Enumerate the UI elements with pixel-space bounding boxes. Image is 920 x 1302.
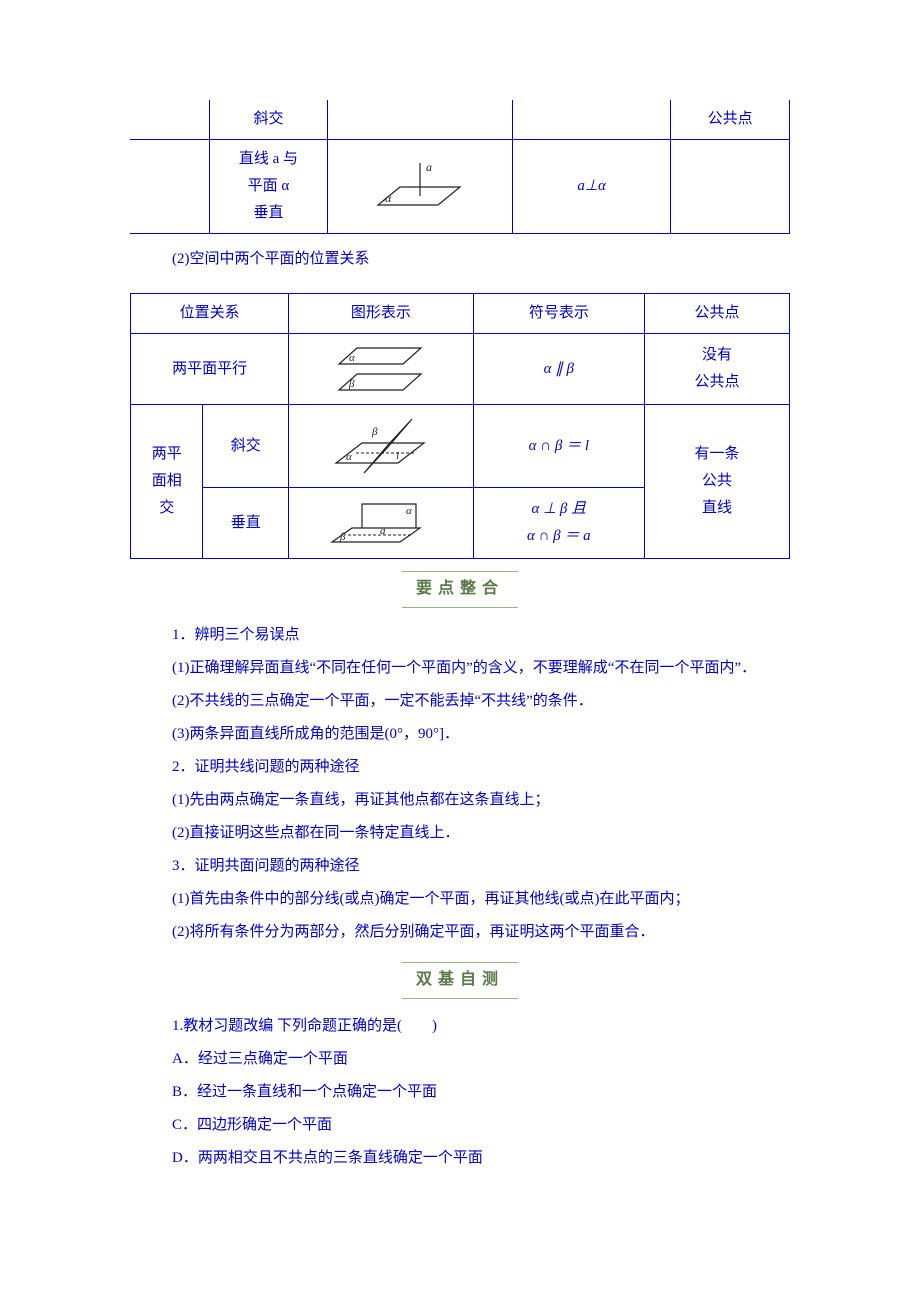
q1-d: D．两两相交且不共点的三条直线确定一个平面: [130, 1143, 790, 1176]
svg-text:β: β: [339, 531, 346, 543]
p2-1: (1)先由两点确定一条直线，再证其他点都在这条直线上；: [130, 785, 790, 818]
svg-text:β: β: [348, 378, 355, 390]
diagram-intersecting-planes: α β l: [289, 405, 474, 488]
t2-r3c4a: α ⊥ β 且: [482, 496, 636, 523]
subsection-caption: (2)空间中两个平面的位置关系: [130, 244, 790, 279]
p1-1: (1)正确理解异面直线“不同在任何一个平面内”的含义，不要理解成“不在同一个平面…: [130, 653, 790, 686]
p2: 2．证明共线问题的两种途径: [130, 752, 790, 785]
t2-r2c2: 斜交: [203, 405, 289, 488]
diagram-parallel-planes: α β: [289, 334, 474, 405]
positions-table-1: 斜交 公共点 直线 a 与 平面 α 垂直 a α a⊥α: [130, 100, 790, 234]
svg-text:l: l: [396, 450, 399, 462]
q1: 1.教材习题改编 下列命题正确的是( ): [130, 1011, 790, 1044]
p2-2: (2)直接证明这些点都在同一条特定直线上．: [130, 818, 790, 851]
t2-r2c1a: 两平: [139, 441, 194, 468]
t2-r1c1: 两平面平行: [131, 334, 289, 405]
t2-r1c4a: 没有: [653, 342, 781, 369]
banner-2-label: 双基自测: [402, 962, 518, 999]
t2-h1: 位置关系: [131, 294, 289, 334]
svg-text:a: a: [380, 525, 386, 537]
plane-positions-table: 位置关系 图形表示 符号表示 公共点 两平面平行 α β α ∥ β 没有 公共…: [130, 293, 790, 559]
t1-r2c2a: 直线 a 与: [218, 146, 320, 173]
p1-2: (2)不共线的三点确定一个平面，一定不能丢掉“不共线”的条件．: [130, 686, 790, 719]
p1: 1．辨明三个易误点: [130, 620, 790, 653]
t2-h4: 公共点: [644, 294, 789, 334]
diagram-perp-planes: α β a: [289, 488, 474, 559]
q1-c: C．四边形确定一个平面: [130, 1110, 790, 1143]
q1-b: B．经过一条直线和一个点确定一个平面: [130, 1077, 790, 1110]
svg-text:α: α: [385, 191, 392, 205]
t2-r2c5a: 有一条: [653, 441, 781, 468]
t2-r3c2: 垂直: [203, 488, 289, 559]
t2-r2c5c: 直线: [653, 495, 781, 522]
svg-text:α: α: [406, 505, 412, 517]
t2-r3c4b: α ∩ β ＝ a: [482, 523, 636, 550]
svg-text:a: a: [426, 160, 432, 174]
t2-h3: 符号表示: [473, 294, 644, 334]
p1-3: (3)两条异面直线所成角的范围是(0°，90°]．: [130, 719, 790, 752]
p3-2: (2)将所有条件分为两部分，然后分别确定平面，再证明这两个平面重合．: [130, 917, 790, 950]
svg-text:β: β: [371, 426, 378, 438]
t1-r1c5: 公共点: [671, 100, 790, 140]
t1-r2c2c: 垂直: [218, 200, 320, 227]
t2-r2c5b: 公共: [653, 468, 781, 495]
t2-r2c1b: 面相: [139, 468, 194, 495]
section-banner-points: 要点整合: [130, 571, 790, 608]
p3-1: (1)首先由条件中的部分线(或点)确定一个平面，再证其他线(或点)在此平面内；: [130, 884, 790, 917]
svg-text:α: α: [349, 352, 355, 364]
section-banner-quiz: 双基自测: [130, 962, 790, 999]
diagram-line-perp-plane: a α: [328, 140, 513, 234]
banner-1-label: 要点整合: [402, 571, 518, 608]
t2-r1c4b: 公共点: [653, 369, 781, 396]
t2-h2: 图形表示: [289, 294, 474, 334]
t1-r2c2b: 平面 α: [218, 173, 320, 200]
p3: 3．证明共面问题的两种途径: [130, 851, 790, 884]
svg-text:α: α: [346, 451, 352, 463]
q1-a: A．经过三点确定一个平面: [130, 1044, 790, 1077]
t2-r2c4: α ∩ β ＝ l: [529, 438, 589, 454]
t1-r1c2: 斜交: [209, 100, 328, 140]
t1-r2c4: a⊥α: [577, 178, 605, 194]
t2-r2c1c: 交: [139, 495, 194, 522]
t2-r1c3: α ∥ β: [544, 361, 574, 377]
